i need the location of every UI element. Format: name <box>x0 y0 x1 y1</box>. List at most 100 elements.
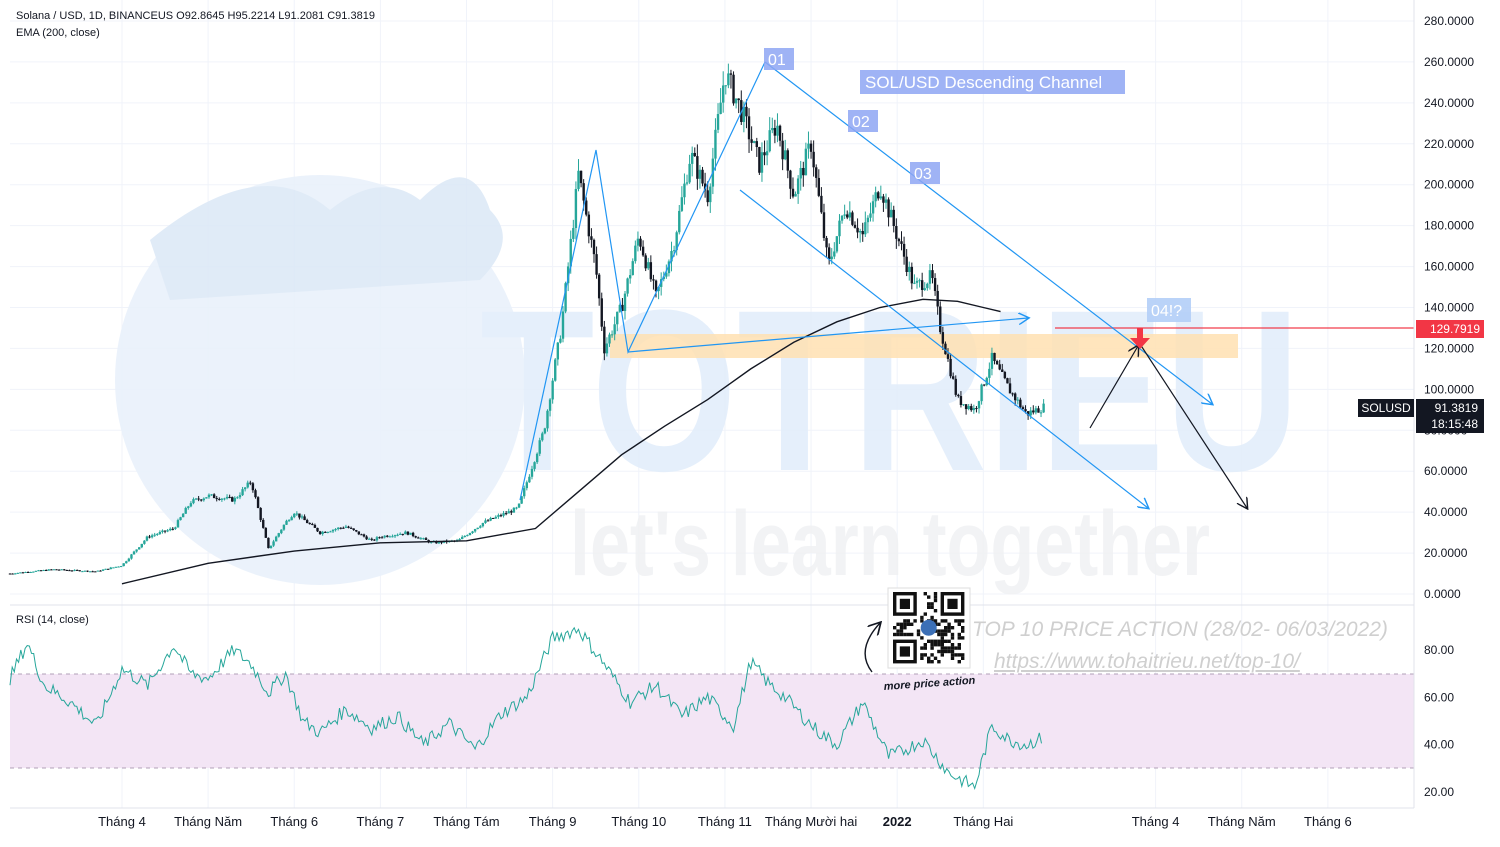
price-candle <box>970 406 973 411</box>
price-candle <box>714 129 717 159</box>
qr-code[interactable] <box>887 587 971 669</box>
price-candle <box>672 250 676 252</box>
time-tick-label: Tháng 4 <box>1132 814 1180 829</box>
price-candle <box>269 545 273 549</box>
price-candle <box>843 214 846 216</box>
price-candle <box>641 246 645 256</box>
price-candle <box>386 535 389 537</box>
price-tick-label: 0.0000 <box>1424 587 1461 601</box>
price-candle <box>1003 371 1007 379</box>
price-candle <box>572 228 575 239</box>
price-candle <box>88 571 92 573</box>
price-candle <box>884 199 888 203</box>
price-axis[interactable]: 280.0000 260.0000 240.0000 220.0000 200.0000… <box>1424 14 1474 601</box>
time-tick-label: Tháng 9 <box>529 814 577 829</box>
price-candle <box>166 530 169 532</box>
price-candle <box>163 530 167 532</box>
qr-module <box>961 629 965 633</box>
price-candle <box>610 334 614 336</box>
price-candle <box>675 232 678 251</box>
price-candle <box>349 527 353 529</box>
price-candle <box>140 543 143 548</box>
time-tick-label: Tháng Tám <box>433 814 499 829</box>
price-candle <box>817 177 821 196</box>
time-axis[interactable]: Tháng 4 Tháng Năm Tháng 6 Tháng 7 Tháng Tám T… <box>98 814 1352 829</box>
price-candle <box>799 167 802 179</box>
price-candle <box>75 569 79 571</box>
price-tick-label: 120.0000 <box>1424 341 1474 355</box>
price-candle <box>556 342 560 360</box>
price-candle <box>887 199 890 218</box>
price-candle <box>65 569 69 571</box>
price-candle <box>24 571 27 573</box>
price-candle <box>541 433 544 441</box>
price-candle <box>944 343 947 355</box>
price-candle <box>176 520 180 528</box>
price-candle <box>977 401 981 409</box>
qr-module <box>916 632 921 637</box>
price-candle <box>326 531 330 533</box>
qr-module <box>930 639 934 643</box>
price-candle <box>106 568 110 570</box>
price-candle <box>538 440 541 454</box>
qr-module <box>944 632 948 637</box>
qr-module <box>950 656 955 660</box>
price-candle <box>877 192 880 199</box>
price-candle <box>440 541 443 543</box>
price-candle <box>11 573 14 575</box>
price-candle <box>972 408 976 411</box>
qr-module <box>947 646 951 650</box>
price-candle <box>597 274 601 299</box>
price-candle <box>94 571 97 573</box>
price-candle <box>745 106 748 117</box>
price-candle <box>272 541 275 546</box>
qr-module <box>940 639 944 643</box>
price-candle <box>709 186 712 203</box>
price-candle <box>391 536 394 538</box>
qr-module <box>937 639 941 643</box>
price-candle <box>734 98 738 104</box>
price-candle <box>241 489 244 496</box>
price-candle <box>600 298 603 327</box>
price-candle <box>104 568 107 570</box>
price-candle <box>698 169 702 179</box>
qr-module <box>950 649 955 654</box>
rsi-axis[interactable]: 80.00 60.00 40.00 20.00 <box>1424 643 1454 799</box>
resistance-price-tag: 129.7919 <box>1416 320 1484 338</box>
price-candle <box>662 276 665 280</box>
price-candle <box>367 538 371 540</box>
qr-module <box>893 626 897 630</box>
qr-module <box>947 626 951 630</box>
qr-module <box>903 632 907 637</box>
qr-module <box>896 622 900 626</box>
price-candle <box>212 494 216 499</box>
price-candle <box>727 73 730 86</box>
price-candle <box>484 520 487 523</box>
price-candle <box>771 127 774 131</box>
qr-module <box>899 622 904 626</box>
price-candle <box>63 569 66 571</box>
qr-finder-core <box>899 598 910 609</box>
price-candle <box>406 531 410 535</box>
price-candle <box>613 324 616 335</box>
price-candle <box>398 533 402 535</box>
price-candle <box>300 516 304 518</box>
symbol-tag: SOLUSD <box>1358 399 1414 417</box>
price-candle <box>192 499 195 504</box>
price-candle <box>566 266 570 284</box>
price-candle <box>982 384 986 386</box>
price-candle <box>959 396 963 405</box>
price-tick-label: 160.0000 <box>1424 260 1474 274</box>
price-candle <box>962 404 965 406</box>
qr-module <box>930 660 934 664</box>
qr-module <box>954 646 958 650</box>
price-candle <box>360 534 363 536</box>
projection-down-arrow <box>1139 343 1247 508</box>
qr-module <box>933 595 938 599</box>
price-candle <box>251 483 255 491</box>
price-candle <box>463 535 466 537</box>
price-candle <box>696 156 699 179</box>
promo-link[interactable]: https://www.tohaitrieu.net/top-10/ <box>994 650 1300 673</box>
